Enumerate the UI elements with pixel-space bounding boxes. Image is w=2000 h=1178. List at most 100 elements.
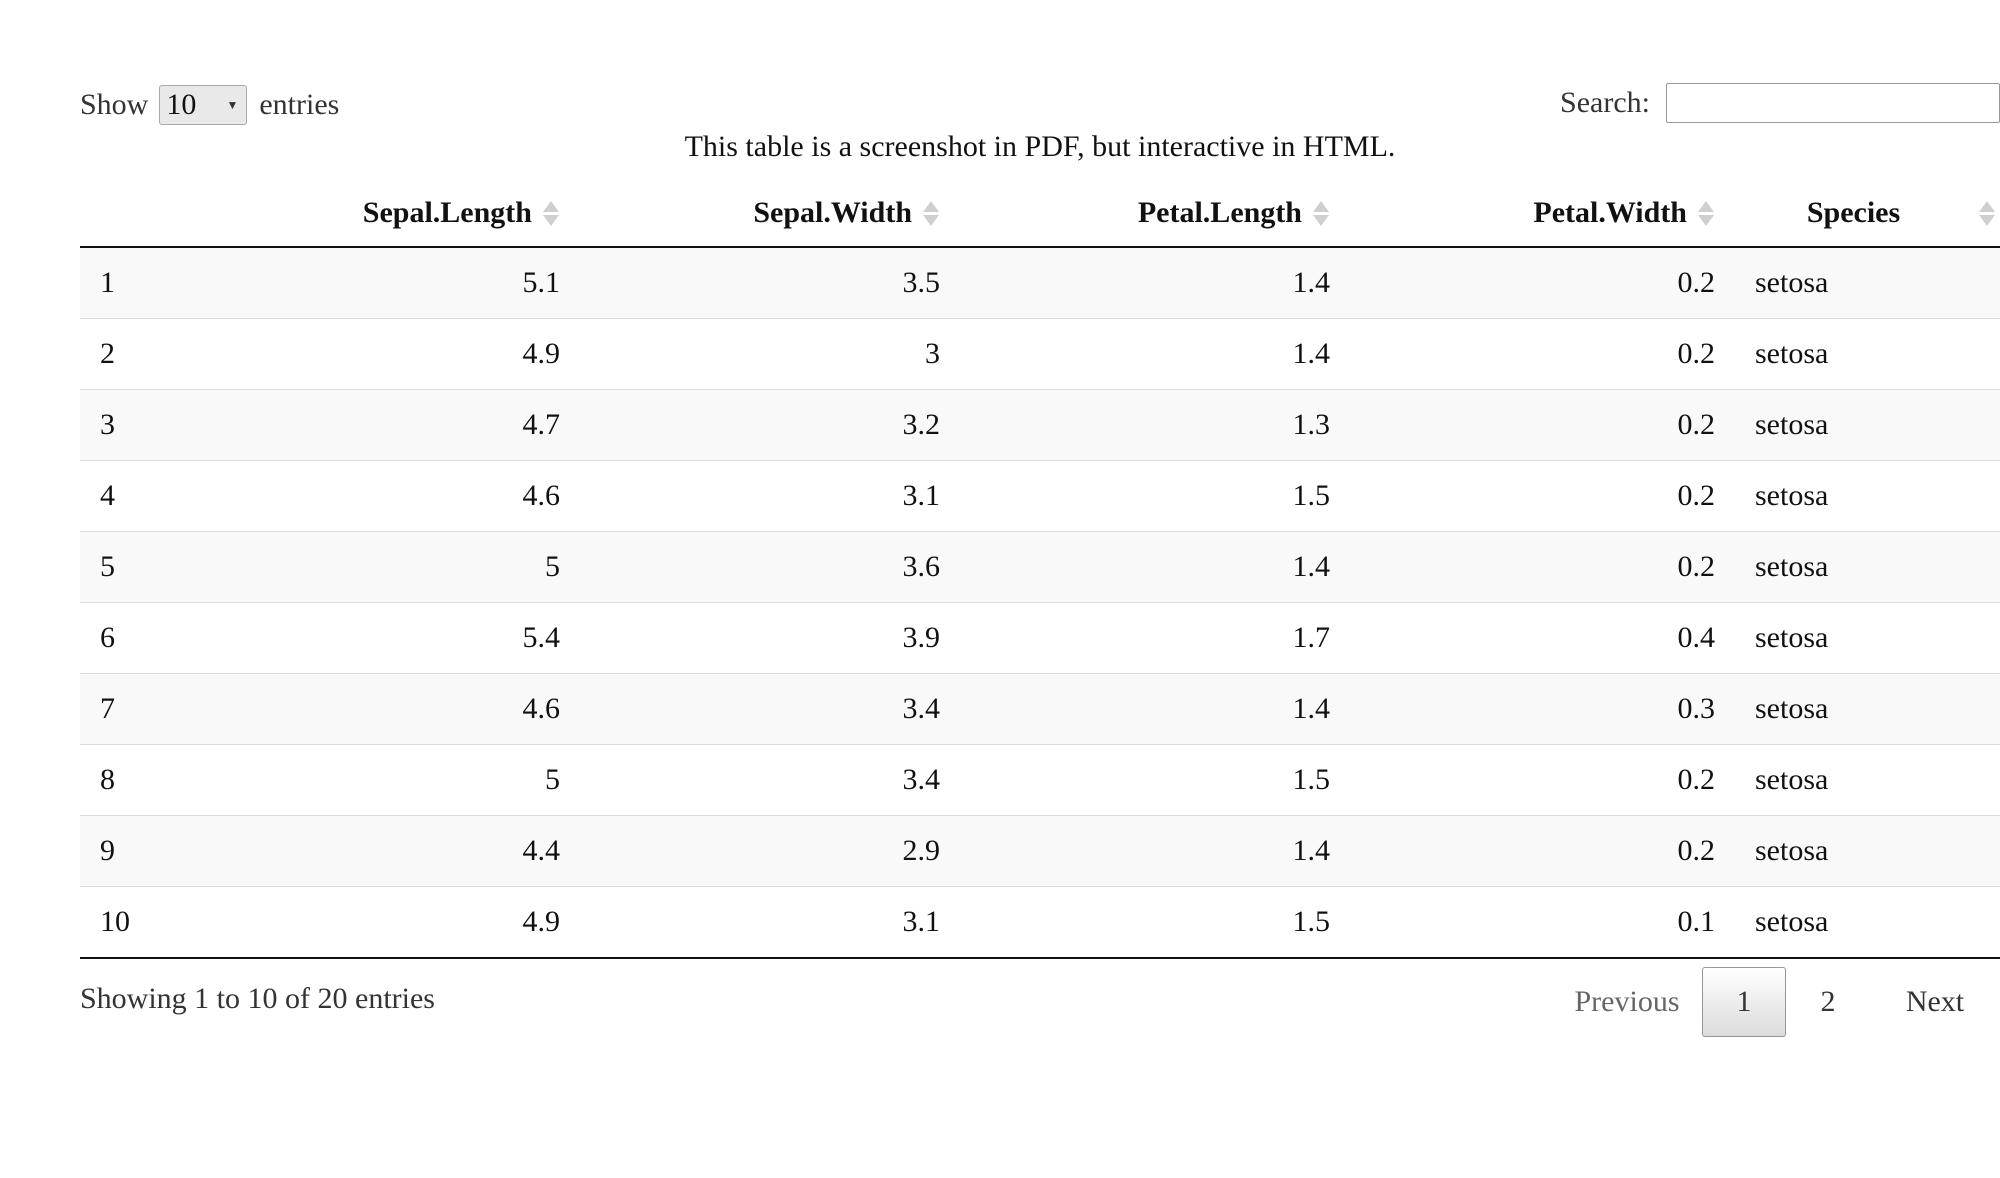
data-table: Sepal.Length Sepal.Width Petal.Length Petal…	[80, 180, 2000, 959]
row-index-cell: 1	[80, 247, 200, 319]
cell-petal-width: 0.4	[1350, 602, 1735, 674]
cell-sepal-width: 3.1	[580, 886, 960, 959]
table-row: 1 5.1 3.5 1.4 0.2 setosa	[80, 247, 2000, 319]
cell-petal-length: 1.3	[960, 389, 1350, 461]
length-control: Show 10 ▼ entries	[80, 84, 339, 126]
cell-petal-length: 1.5	[960, 744, 1350, 816]
row-index-cell: 7	[80, 673, 200, 745]
row-index-cell: 4	[80, 460, 200, 532]
column-header-petal-width[interactable]: Petal.Width	[1350, 180, 1735, 248]
sort-down-icon	[1979, 214, 1995, 226]
table-caption: This table is a screenshot in PDF, but i…	[684, 130, 1396, 163]
cell-sepal-width: 3.2	[580, 389, 960, 461]
sort-both-icon[interactable]	[1697, 196, 1715, 230]
sort-both-icon[interactable]	[922, 196, 940, 230]
cell-petal-width: 0.3	[1350, 673, 1735, 745]
cell-sepal-length: 4.7	[200, 389, 580, 461]
cell-petal-length: 1.5	[960, 886, 1350, 959]
sort-up-icon	[923, 200, 939, 212]
cell-sepal-length: 4.9	[200, 886, 580, 959]
caret-down-icon: ▼	[226, 97, 239, 112]
page-button-1[interactable]: 1	[1702, 967, 1786, 1037]
cell-species: setosa	[1735, 886, 2000, 959]
row-index-cell: 9	[80, 815, 200, 887]
row-index-cell: 2	[80, 318, 200, 390]
table-body: 1 5.1 3.5 1.4 0.2 setosa 2 4.9 3 1.4 0.2 setosa 3 4.7…	[80, 247, 2000, 959]
table-row: 9 4.4 2.9 1.4 0.2 setosa	[80, 815, 2000, 887]
sort-both-icon[interactable]	[542, 196, 560, 230]
cell-sepal-width: 3.6	[580, 531, 960, 603]
cell-sepal-width: 3	[580, 318, 960, 390]
table-info: Showing 1 to 10 of 20 entries	[80, 982, 435, 1015]
next-page-button[interactable]: Next	[1905, 985, 1965, 1018]
entries-label: entries	[259, 88, 340, 121]
cell-sepal-width: 3.4	[580, 673, 960, 745]
row-index-cell: 5	[80, 531, 200, 603]
datatable-wrapper: Show 10 ▼ entries Search: This table is …	[80, 0, 2000, 1178]
column-header-label: Petal.Length	[1137, 196, 1302, 229]
show-label: Show	[80, 88, 149, 121]
sort-down-icon	[923, 214, 939, 226]
sort-down-icon	[543, 214, 559, 226]
cell-sepal-length: 4.6	[200, 460, 580, 532]
table-row: 10 4.9 3.1 1.5 0.1 setosa	[80, 886, 2000, 959]
entries-per-page-value: 10	[166, 88, 197, 121]
cell-sepal-length: 4.6	[200, 673, 580, 745]
cell-sepal-width: 3.1	[580, 460, 960, 532]
cell-petal-width: 0.2	[1350, 247, 1735, 319]
column-header-petal-length[interactable]: Petal.Length	[960, 180, 1350, 248]
cell-species: setosa	[1735, 673, 2000, 745]
cell-species: setosa	[1735, 389, 2000, 461]
cell-sepal-width: 2.9	[580, 815, 960, 887]
cell-sepal-length: 5	[200, 744, 580, 816]
column-header-label: Species	[1806, 196, 1901, 229]
sort-down-icon	[1313, 214, 1329, 226]
column-header-species[interactable]: Species	[1735, 180, 2000, 248]
sort-both-icon[interactable]	[1312, 196, 1330, 230]
cell-petal-length: 1.4	[960, 815, 1350, 887]
column-header-sepal-length[interactable]: Sepal.Length	[200, 180, 580, 248]
cell-sepal-length: 5.4	[200, 602, 580, 674]
search-control: Search:	[1560, 82, 2000, 124]
cell-sepal-length: 5	[200, 531, 580, 603]
cell-petal-length: 1.5	[960, 460, 1350, 532]
table-row: 2 4.9 3 1.4 0.2 setosa	[80, 318, 2000, 390]
search-label: Search:	[1560, 86, 1650, 119]
sort-up-icon	[1979, 200, 1995, 212]
column-header-label: Sepal.Length	[362, 196, 532, 229]
cell-petal-length: 1.4	[960, 247, 1350, 319]
table-row: 3 4.7 3.2 1.3 0.2 setosa	[80, 389, 2000, 461]
cell-petal-width: 0.2	[1350, 744, 1735, 816]
sort-up-icon	[543, 200, 559, 212]
cell-species: setosa	[1735, 318, 2000, 390]
row-index-cell: 3	[80, 389, 200, 461]
cell-petal-width: 0.2	[1350, 531, 1735, 603]
search-input[interactable]	[1666, 83, 2000, 123]
column-header-index[interactable]	[80, 180, 200, 248]
table-header-row: Sepal.Length Sepal.Width Petal.Length Petal…	[80, 180, 2000, 248]
row-index-cell: 8	[80, 744, 200, 816]
column-header-label: Petal.Width	[1533, 196, 1687, 229]
entries-per-page-select[interactable]: 10 ▼	[159, 85, 248, 125]
row-index-cell: 10	[80, 886, 200, 959]
sort-both-icon[interactable]	[1978, 196, 1996, 230]
cell-sepal-width: 3.5	[580, 247, 960, 319]
cell-species: setosa	[1735, 602, 2000, 674]
cell-petal-width: 0.2	[1350, 389, 1735, 461]
cell-petal-length: 1.4	[960, 673, 1350, 745]
table-row: 6 5.4 3.9 1.7 0.4 setosa	[80, 602, 2000, 674]
column-header-sepal-width[interactable]: Sepal.Width	[580, 180, 960, 248]
row-index-cell: 6	[80, 602, 200, 674]
sort-down-icon	[1698, 214, 1714, 226]
sort-up-icon	[1698, 200, 1714, 212]
cell-species: setosa	[1735, 531, 2000, 603]
previous-page-button[interactable]: Previous	[1574, 985, 1680, 1018]
cell-species: setosa	[1735, 247, 2000, 319]
page-button-2[interactable]: 2	[1820, 985, 1836, 1018]
cell-species: setosa	[1735, 744, 2000, 816]
sort-up-icon	[1313, 200, 1329, 212]
cell-sepal-length: 5.1	[200, 247, 580, 319]
table-row: 7 4.6 3.4 1.4 0.3 setosa	[80, 673, 2000, 745]
cell-petal-width: 0.2	[1350, 815, 1735, 887]
cell-petal-width: 0.1	[1350, 886, 1735, 959]
